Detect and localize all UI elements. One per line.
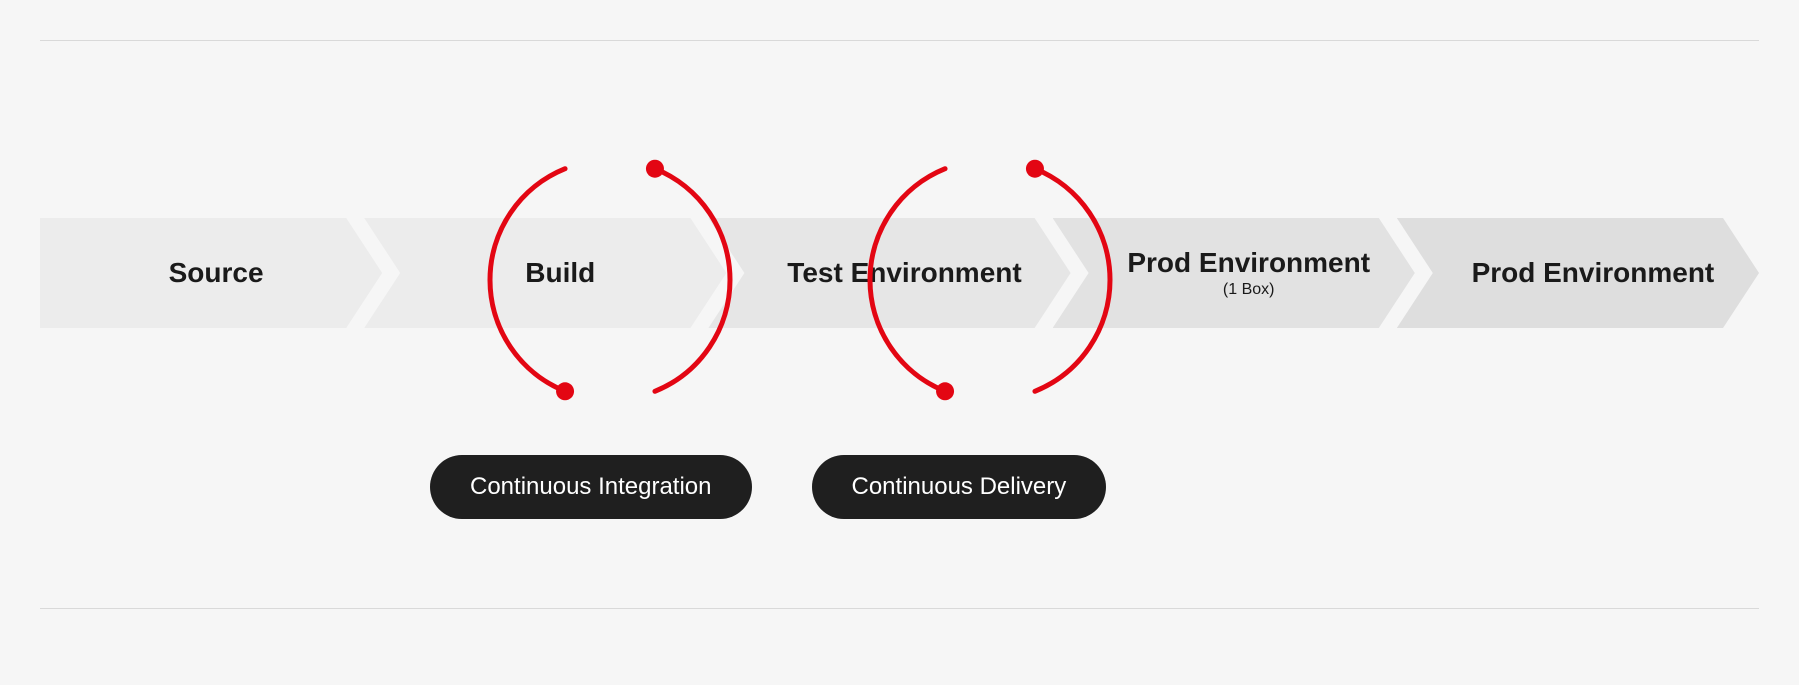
stage-label: Source [169, 257, 264, 288]
stage-4: Prod Environment [1397, 218, 1759, 328]
divider-top [40, 40, 1759, 41]
stage-label: Prod Environment [1127, 247, 1370, 278]
pill-1: Continuous Delivery [812, 455, 1107, 519]
stage-label: Build [525, 257, 595, 288]
stage-label: Prod Environment [1472, 257, 1715, 288]
stage-label: Test Environment [787, 257, 1021, 288]
stage-1: Build [364, 218, 726, 328]
pill-row: Continuous Integration Continuous Deliver… [430, 455, 1106, 519]
pipeline-chevron-row: Source Build Test Environment Prod Environm… [40, 218, 1759, 328]
divider-bottom [40, 608, 1759, 609]
pill-0: Continuous Integration [430, 455, 752, 519]
stage-2: Test Environment [708, 218, 1070, 328]
stage-sublabel: (1 Box) [1127, 281, 1370, 299]
stage-0: Source [40, 218, 382, 328]
stage-3: Prod Environment (1 Box) [1053, 218, 1415, 328]
